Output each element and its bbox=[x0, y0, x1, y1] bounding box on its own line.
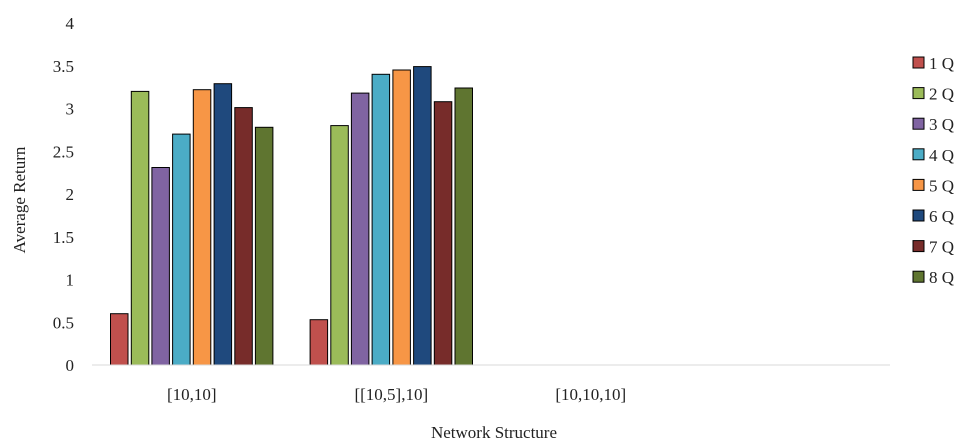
legend: 1 Q 2 Q 3 Q 4 Q 5 Q 6 Q 7 Q 8 Q bbox=[912, 54, 954, 287]
legend-swatch bbox=[912, 87, 925, 100]
bar-series bbox=[110, 66, 473, 366]
legend-label: 8 Q bbox=[929, 268, 954, 287]
legend-swatch bbox=[912, 148, 925, 161]
bar-8q-cat0 bbox=[254, 126, 274, 366]
y-tick-label: 3 bbox=[66, 100, 75, 119]
x-axis-category-labels: [10,10] [[10,5],10] [10,10,10] bbox=[167, 385, 626, 404]
bar-1q-cat0 bbox=[110, 313, 129, 366]
legend-label: 2 Q bbox=[929, 85, 954, 104]
legend-swatch bbox=[912, 240, 925, 253]
legend-swatch bbox=[912, 209, 925, 222]
y-tick-label: 0 bbox=[66, 356, 75, 375]
legend-swatch bbox=[912, 56, 925, 69]
x-category-label: [[10,5],10] bbox=[354, 385, 428, 404]
bar-8q-cat1 bbox=[454, 87, 473, 366]
y-tick-label: 1.5 bbox=[53, 228, 74, 247]
bar-5q-cat1 bbox=[392, 69, 411, 366]
legend-swatch bbox=[912, 178, 925, 191]
x-category-label: [10,10,10] bbox=[555, 385, 626, 404]
y-tick-label: 0.5 bbox=[53, 313, 74, 332]
y-axis-title: Average Return bbox=[10, 146, 29, 253]
y-tick-label: 4 bbox=[66, 14, 75, 33]
legend-label: 7 Q bbox=[929, 238, 954, 257]
legend-label: 5 Q bbox=[929, 176, 954, 195]
bar-4q-cat0 bbox=[172, 133, 191, 366]
y-tick-label: 1 bbox=[66, 271, 75, 290]
y-tick-label: 2 bbox=[66, 185, 75, 204]
bar-7q-cat1 bbox=[433, 101, 453, 366]
legend-label: 4 Q bbox=[929, 146, 954, 165]
bar-2q-cat0 bbox=[130, 90, 150, 366]
legend-swatch bbox=[912, 270, 925, 283]
legend-label: 1 Q bbox=[929, 54, 954, 73]
bar-1q-cat1 bbox=[309, 319, 329, 366]
bar-3q-cat1 bbox=[350, 92, 370, 366]
bar-7q-cat0 bbox=[234, 107, 253, 366]
legend-label: 3 Q bbox=[929, 115, 954, 134]
legend-swatch bbox=[912, 117, 925, 130]
bar-5q-cat0 bbox=[192, 89, 212, 366]
y-tick-label: 2.5 bbox=[53, 142, 74, 161]
y-axis-ticks: 0 0.5 1 1.5 2 2.5 3 3.5 4 bbox=[53, 14, 75, 375]
bar-3q-cat0 bbox=[151, 167, 170, 366]
bar-4q-cat1 bbox=[371, 73, 391, 366]
bar-6q-cat1 bbox=[413, 66, 432, 366]
y-tick-label: 3.5 bbox=[53, 57, 74, 76]
x-axis-title: Network Structure bbox=[431, 423, 557, 442]
legend-label: 6 Q bbox=[929, 207, 954, 226]
bar-2q-cat1 bbox=[330, 125, 349, 366]
bar-6q-cat0 bbox=[213, 83, 233, 366]
x-category-label: [10,10] bbox=[167, 385, 217, 404]
